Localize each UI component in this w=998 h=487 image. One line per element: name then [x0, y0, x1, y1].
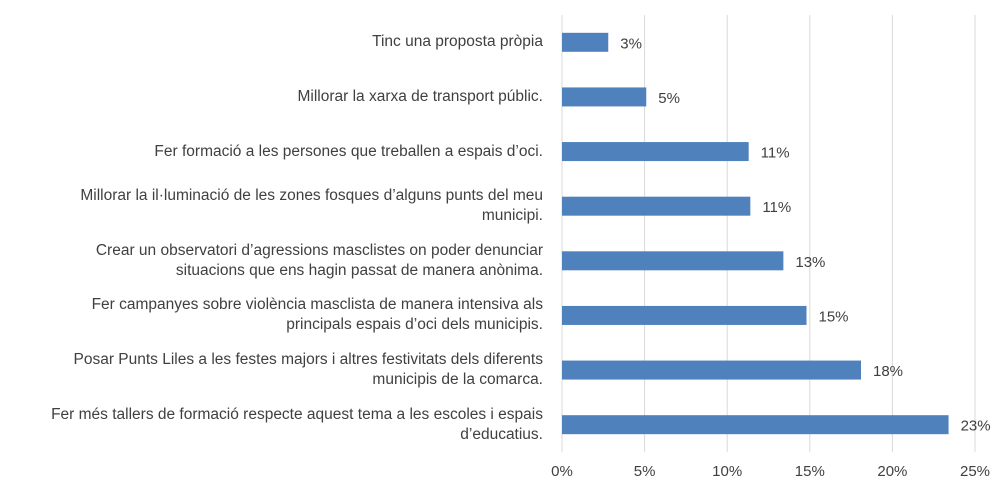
data-label: 5%: [658, 90, 680, 107]
category-label: Tinc una proposta pròpia: [372, 33, 543, 51]
x-tick-label: 25%: [960, 463, 990, 480]
category-label: Fer més tallers de formació respecte aqu…: [51, 405, 543, 443]
data-label: 11%: [761, 145, 790, 162]
bar: [562, 196, 751, 216]
bar: [562, 142, 749, 162]
category-label: Fer campanyes sobre violència masclista …: [91, 296, 543, 334]
bar: [562, 360, 862, 380]
data-label: 23%: [961, 418, 991, 435]
x-tick-label: 10%: [712, 463, 742, 480]
data-label: 13%: [795, 254, 825, 271]
category-label: Millorar la il·luminació de les zones fo…: [80, 187, 543, 225]
data-label: 18%: [873, 363, 903, 380]
x-tick-label: 5%: [634, 463, 656, 480]
data-label: 3%: [620, 35, 642, 52]
data-label: 15%: [818, 308, 848, 325]
category-label: Fer formació a les persones que treballe…: [154, 142, 543, 160]
x-tick-label: 0%: [551, 463, 573, 480]
bar: [562, 251, 784, 271]
category-label: Millorar la xarxa de transport públic.: [297, 87, 543, 105]
bar: [562, 32, 609, 52]
bar: [562, 305, 807, 325]
bar: [562, 87, 647, 107]
x-tick-label: 20%: [877, 463, 907, 480]
data-label: 11%: [762, 199, 791, 216]
category-label: Crear un observatori d’agressions mascli…: [95, 241, 543, 279]
category-label: Posar Punts Liles a les festes majors i …: [73, 351, 543, 389]
x-tick-label: 15%: [795, 463, 825, 480]
bar: [562, 415, 949, 435]
